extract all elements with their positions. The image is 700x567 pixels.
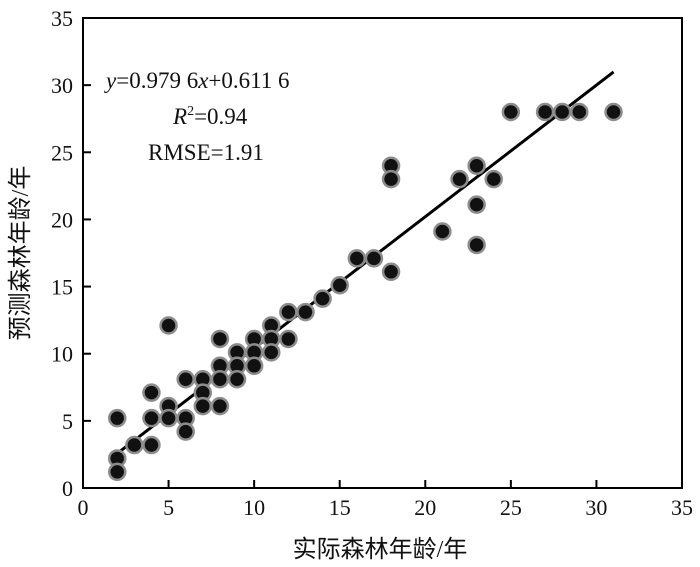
data-point xyxy=(159,408,178,428)
x-tick-label: 0 xyxy=(78,495,89,520)
data-point xyxy=(570,102,589,122)
y-tick-label: 0 xyxy=(62,476,73,501)
data-point xyxy=(279,302,298,322)
regression-equation: y=0.979 6x+0.611 6 xyxy=(104,68,290,93)
data-point xyxy=(552,102,572,122)
y-tick-label: 20 xyxy=(51,207,73,232)
data-point xyxy=(142,435,161,455)
plot-frame xyxy=(82,17,683,489)
y-axis-title: 预测森林年龄/年 xyxy=(7,166,34,341)
x-tick-label: 35 xyxy=(671,495,693,520)
y-tick-label: 30 xyxy=(51,73,73,98)
data-point xyxy=(176,369,195,389)
data-point xyxy=(450,169,469,189)
data-point xyxy=(107,462,127,482)
data-point xyxy=(227,369,247,389)
x-tick-label: 30 xyxy=(585,495,607,520)
data-point xyxy=(210,329,230,349)
r-squared-label: R2=0.94 xyxy=(172,104,248,129)
data-point xyxy=(604,102,623,122)
data-point xyxy=(176,422,195,441)
x-tick-label: 15 xyxy=(329,495,351,520)
data-point xyxy=(244,356,264,376)
data-point xyxy=(296,302,315,322)
data-point xyxy=(330,275,349,295)
y-tick-label: 10 xyxy=(51,342,73,367)
axis-ticks xyxy=(82,17,683,489)
data-point xyxy=(142,383,161,402)
data-point xyxy=(467,235,486,255)
data-point xyxy=(433,222,452,241)
data-point xyxy=(501,102,521,122)
data-point xyxy=(210,396,230,416)
y-tick-label: 25 xyxy=(51,140,73,165)
data-point xyxy=(159,316,178,335)
x-tick-label: 25 xyxy=(500,495,522,520)
data-point xyxy=(107,408,127,428)
regression-line xyxy=(116,70,615,455)
data-point xyxy=(364,249,384,268)
data-point xyxy=(313,289,332,308)
data-point xyxy=(467,156,486,175)
x-tick-label: 5 xyxy=(163,495,174,520)
data-point xyxy=(262,343,281,362)
data-point xyxy=(210,369,230,389)
data-point xyxy=(279,329,298,349)
y-tick-label: 35 xyxy=(51,6,73,31)
tick-labels: 0 5 10 15 20 25 30 35 0 5 10 15 20 25 30 35 xyxy=(51,6,693,520)
data-point xyxy=(381,262,401,282)
data-point xyxy=(381,169,401,189)
data-point xyxy=(347,249,367,268)
data-point xyxy=(142,408,161,428)
data-point xyxy=(125,435,144,455)
y-tick-label: 15 xyxy=(51,275,73,300)
data-point xyxy=(535,102,555,122)
data-point xyxy=(484,169,503,189)
data-point xyxy=(193,396,213,416)
x-tick-label: 20 xyxy=(414,495,436,520)
data-point xyxy=(467,195,486,214)
data-points xyxy=(107,102,623,482)
x-tick-label: 10 xyxy=(243,495,265,520)
y-tick-label: 5 xyxy=(62,409,73,434)
rmse-label: RMSE=1.91 xyxy=(148,140,264,165)
x-axis-title: 实际森林年龄/年 xyxy=(293,536,468,563)
